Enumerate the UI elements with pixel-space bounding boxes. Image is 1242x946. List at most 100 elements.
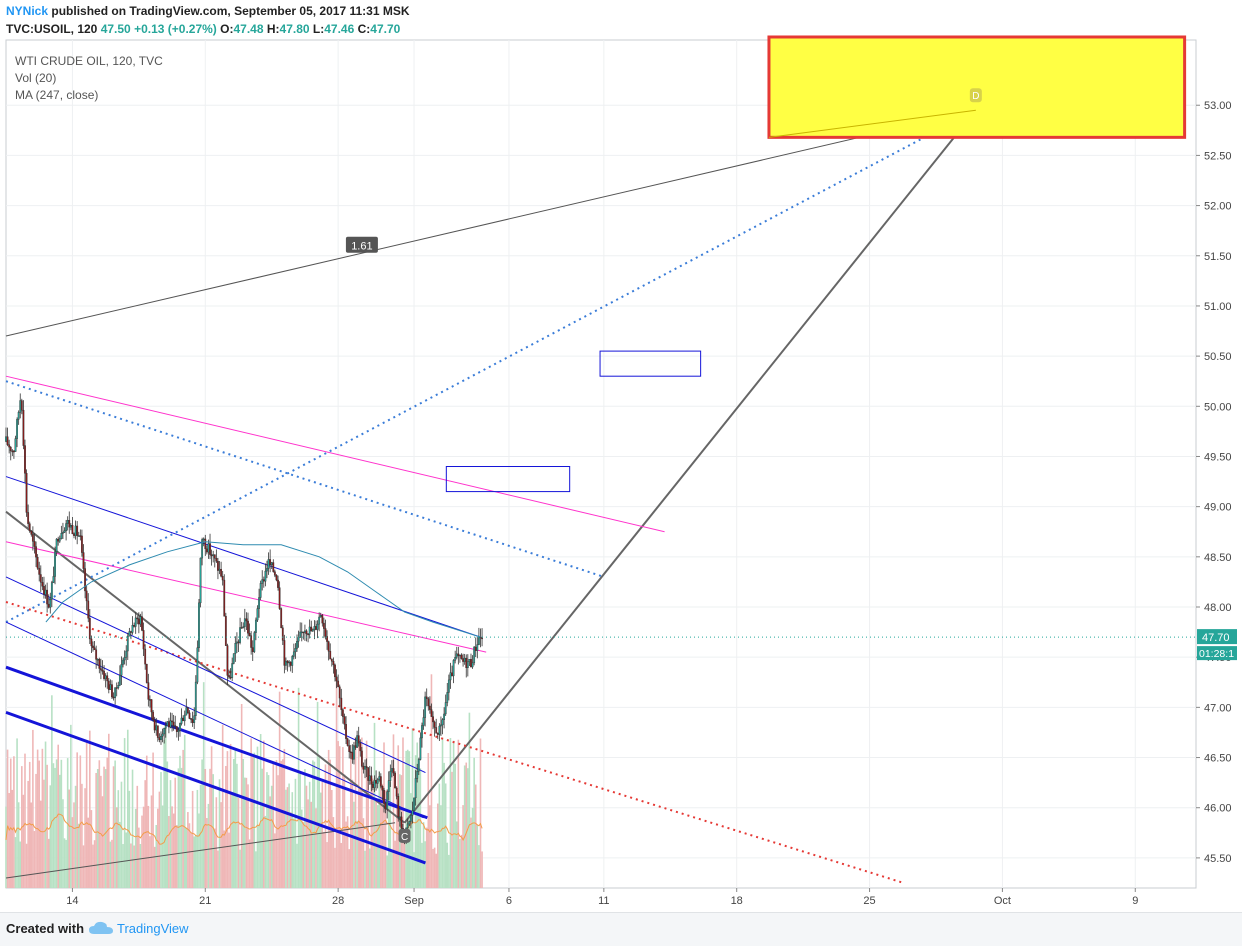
- high-label: H:: [266, 22, 280, 36]
- candle-body: [221, 576, 224, 581]
- candle-body: [455, 653, 458, 658]
- candle-body: [202, 538, 205, 541]
- volume-study-label[interactable]: Vol (20): [15, 71, 57, 85]
- volume-bar: [451, 771, 453, 888]
- candle-body: [258, 597, 260, 609]
- candle-body: [139, 616, 142, 625]
- time-axis[interactable]: 14 21 28 Sep 6 11 18 25 Oct 9: [66, 888, 1138, 907]
- moving-average-line: [6, 541, 1196, 638]
- volume-bar: [351, 779, 354, 888]
- candle-body: [373, 780, 376, 788]
- candle-body: [338, 686, 341, 699]
- candle-body: [76, 525, 79, 536]
- volume-bar: [457, 739, 460, 888]
- candle-body: [438, 725, 441, 735]
- candle-body: [297, 637, 300, 642]
- volume-bar: [421, 842, 423, 888]
- candle-body: [50, 582, 53, 600]
- volume-bar: [331, 789, 333, 888]
- candle-body: [323, 622, 325, 629]
- candle-body: [451, 672, 453, 677]
- trend-line: [5, 710, 426, 865]
- y-tick-label: 51.50: [1204, 251, 1232, 263]
- candle-body: [144, 648, 147, 665]
- volume-bar: [239, 849, 241, 888]
- candle-body: [473, 646, 476, 664]
- x-tick-label: Sep: [404, 895, 424, 907]
- price-axis[interactable]: 45.5046.0046.5047.0047.5048.0048.5049.00…: [1196, 100, 1237, 865]
- pattern-points[interactable]: CD: [398, 88, 982, 843]
- candle-body: [462, 658, 464, 662]
- volume-bar: [232, 758, 235, 888]
- candle-body: [334, 664, 336, 678]
- tradingview-link[interactable]: TradingView: [117, 921, 189, 936]
- price-chart[interactable]: 1.61 45.50 46.00 46.50 47.00 47.50 48.00 48.50…: [0, 0, 1242, 912]
- volume-bar: [93, 840, 96, 888]
- candle-body: [459, 654, 461, 657]
- candle-body: [136, 617, 139, 620]
- volume-bar: [141, 815, 143, 888]
- trend-line: [5, 109, 976, 337]
- volume-bar: [191, 790, 194, 888]
- volume-bar: [357, 739, 360, 888]
- candle-body: [433, 721, 436, 728]
- volume-bar: [321, 781, 324, 888]
- candle-body: [465, 657, 468, 669]
- volume-bar: [310, 801, 313, 888]
- volume-bar: [62, 799, 64, 888]
- candle-body: [201, 539, 204, 559]
- candle-body: [27, 512, 30, 524]
- candle-body: [46, 589, 49, 605]
- volume-bar: [315, 808, 317, 888]
- candle-body: [120, 664, 123, 676]
- volume-bar: [375, 798, 377, 888]
- candle-body: [417, 759, 420, 772]
- candle-body: [259, 583, 262, 598]
- volume-bar: [87, 817, 90, 888]
- volume-bar: [368, 848, 371, 888]
- author-link[interactable]: NYNick: [6, 4, 49, 18]
- candle-body: [436, 733, 439, 735]
- volume-bar: [30, 802, 33, 888]
- candle-body: [468, 658, 471, 663]
- point-marker: [969, 88, 982, 103]
- volume-bar: [446, 842, 449, 888]
- candle-body: [292, 651, 295, 657]
- candle-body: [217, 560, 219, 571]
- footer-bar: Created with TradingView: [0, 912, 1242, 946]
- y-tick-label: 48.50: [1204, 552, 1232, 564]
- candle-body: [174, 725, 177, 727]
- candle-body: [156, 725, 159, 738]
- point-label: D: [972, 91, 979, 102]
- candle-body: [337, 680, 340, 688]
- candle-body: [364, 766, 366, 770]
- candle-body: [30, 530, 33, 535]
- volume-bar: [171, 806, 173, 888]
- ma-study-label[interactable]: MA (247, close): [15, 88, 99, 102]
- volume-bar: [275, 759, 278, 888]
- volume-bar: [38, 760, 41, 888]
- open-label: O:: [220, 22, 234, 36]
- candle-body: [261, 579, 264, 584]
- volume-bar: [380, 779, 382, 888]
- volume-bar: [251, 757, 254, 888]
- candle-body: [172, 721, 175, 726]
- candle-body: [234, 643, 237, 654]
- last-price-label: 47.70: [1202, 632, 1230, 644]
- candle-body: [359, 742, 362, 752]
- candle-body: [381, 786, 384, 791]
- candle-body: [340, 697, 343, 710]
- volume-bar: [89, 730, 91, 888]
- trend-line: [5, 510, 406, 824]
- candle-body: [19, 400, 22, 413]
- low-label: L:: [312, 22, 325, 36]
- volume-bar: [269, 796, 271, 888]
- candle-body: [84, 568, 86, 592]
- volume-bar: [49, 785, 52, 888]
- drawings[interactable]: 1.61: [5, 35, 1187, 884]
- volume-bar: [139, 844, 142, 888]
- candle-body: [443, 713, 446, 720]
- candle-body: [210, 554, 213, 557]
- candle-body: [391, 768, 393, 772]
- volume-bar: [169, 780, 172, 888]
